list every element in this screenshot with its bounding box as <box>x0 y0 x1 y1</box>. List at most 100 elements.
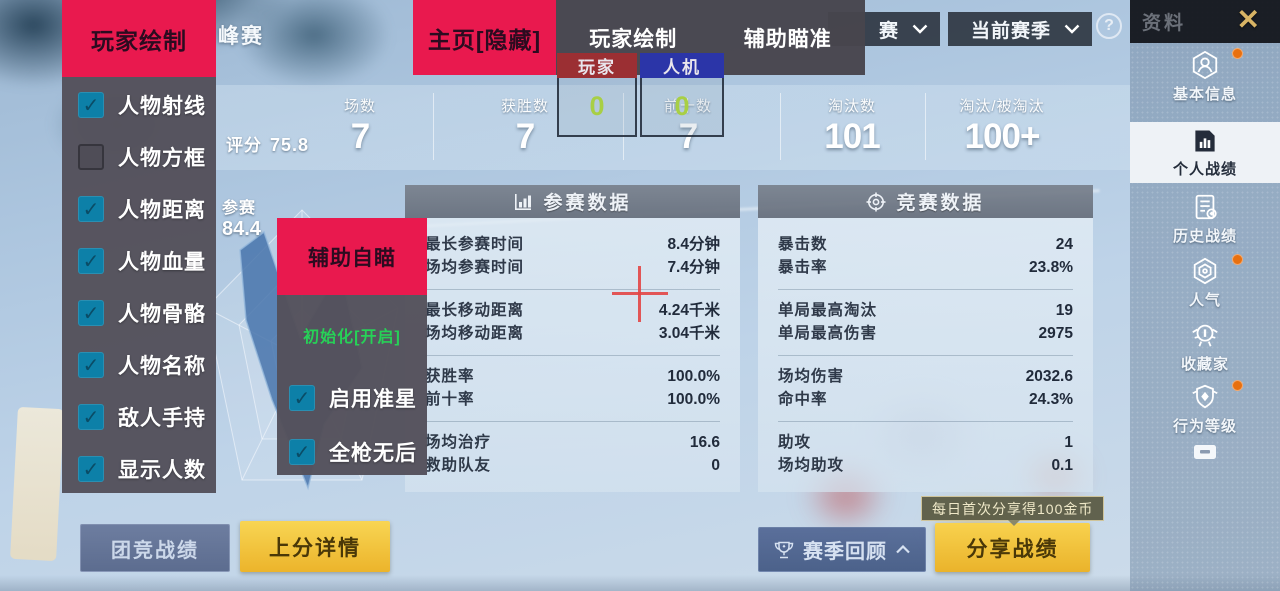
notification-dot <box>1232 48 1243 59</box>
esp-option-label: 敌人手持 <box>118 407 206 430</box>
team-results-button[interactable]: 团竞战绩 <box>80 524 230 572</box>
stat-kd: 淘汰/被淘汰 100+ <box>959 98 1045 156</box>
checkbox[interactable] <box>289 385 315 411</box>
bot-counter-box[interactable]: 人机 0 <box>640 53 724 137</box>
season-dropdown-value: 当前赛季 <box>970 20 1051 42</box>
close-icon[interactable]: ✕ <box>1236 5 1260 36</box>
competition-data-panel: 竞赛数据 暴击数 24 暴击率 23.8% 单局最高淘汰 19 单局最高伤害 2975 … <box>758 185 1093 492</box>
radar-axis-value: 84.4 <box>222 218 261 240</box>
esp-panel-title[interactable]: 玩家绘制 <box>62 0 216 77</box>
sidebar-card-icon-item[interactable] <box>1130 444 1280 461</box>
season-review-button[interactable]: 赛季回顾 <box>758 527 926 572</box>
divider <box>623 93 624 160</box>
esp-option-name[interactable]: 人物名称 <box>62 339 216 391</box>
checkbox[interactable] <box>78 144 104 170</box>
conduct-badge-icon <box>1189 382 1221 412</box>
banner-flag-decor <box>10 406 64 562</box>
chevron-up-icon <box>895 545 911 554</box>
stat-group: 单局最高淘汰 19 单局最高伤害 2975 <box>778 289 1073 355</box>
share-results-button[interactable]: 分享战绩 <box>935 523 1090 572</box>
aim-option-label: 全枪无后 <box>329 442 417 465</box>
score: 评分 75.8 <box>226 131 309 156</box>
stat-row: 单局最高淘汰 19 <box>778 302 1073 319</box>
esp-option-label: 显示人数 <box>118 459 206 482</box>
divider <box>925 93 926 160</box>
bar-chart-icon <box>515 193 532 210</box>
esp-option-ray[interactable]: 人物射线 <box>62 79 216 131</box>
notification-dot <box>1232 380 1243 391</box>
stat-row: 场均助攻 0.1 <box>778 457 1073 474</box>
checkbox[interactable] <box>289 439 315 465</box>
aim-init-status[interactable]: 初始化[开启] <box>303 329 401 346</box>
esp-option-label: 人物骨骼 <box>118 303 206 326</box>
checkbox[interactable] <box>78 352 104 378</box>
help-icon: ? <box>1104 17 1114 34</box>
aim-option-no-recoil[interactable]: 全枪无后 <box>289 439 417 465</box>
season-dropdown[interactable]: 当前赛季 <box>948 12 1092 46</box>
sidebar-item-conduct-level[interactable]: 行为等级 <box>1130 380 1280 436</box>
share-reward-tooltip: 每日首次分享得100金币 <box>921 496 1105 526</box>
help-button[interactable]: ? <box>1096 13 1122 39</box>
esp-option-label: 人物血量 <box>118 251 206 274</box>
esp-option-label: 人物射线 <box>118 95 206 118</box>
checkbox[interactable] <box>78 92 104 118</box>
profile-hexagon-icon <box>1190 50 1220 80</box>
stat-row: 场均治疗 16.6 <box>425 434 720 451</box>
stat-row: 获胜率 100.0% <box>425 368 720 385</box>
crosshair-icon <box>638 266 641 322</box>
cheat-tab-aim-assist[interactable]: 辅助瞄准 <box>743 27 832 51</box>
stat-group: 最长参赛时间 8.4分钟 场均参赛时间 7.4分钟 <box>425 224 720 289</box>
stat-row: 最长移动距离 4.24千米 <box>425 302 720 319</box>
page-title: 峰赛 <box>218 25 264 48</box>
checkbox[interactable] <box>78 456 104 482</box>
stat-matches: 场数 7 <box>343 98 376 156</box>
sidebar-item-history-stats[interactable]: 历史战绩 <box>1130 192 1280 246</box>
bot-counter-value: 0 <box>674 90 690 121</box>
esp-option-weapon[interactable]: 敌人手持 <box>62 391 216 443</box>
checkbox[interactable] <box>78 404 104 430</box>
stat-row: 单局最高伤害 2975 <box>778 325 1073 342</box>
stat-row: 暴击率 23.8% <box>778 259 1073 276</box>
panel-header: 竞赛数据 <box>758 185 1093 218</box>
cheat-home-hide-button[interactable]: 主页[隐藏] <box>413 0 556 75</box>
sidebar-item-label: 历史战绩 <box>1172 228 1237 245</box>
sidebar-item-label: 收藏家 <box>1180 356 1229 373</box>
esp-option-health[interactable]: 人物血量 <box>62 235 216 287</box>
esp-option-distance[interactable]: 人物距离 <box>62 183 216 235</box>
participation-data-panel: 参赛数据 最长参赛时间 8.4分钟 场均参赛时间 7.4分钟 最长移动距离 4.24千… <box>405 185 740 492</box>
sidebar-header: 资料 ✕ <box>1130 0 1280 43</box>
aim-panel-title[interactable]: 辅助自瞄 <box>277 218 427 295</box>
esp-option-player-count[interactable]: 显示人数 <box>62 443 216 495</box>
player-counter-box[interactable]: 玩家 0 <box>557 53 637 137</box>
stat-row: 场均参赛时间 7.4分钟 <box>425 259 720 276</box>
stat-row: 命中率 24.3% <box>778 391 1073 408</box>
sidebar-item-collector[interactable]: 收藏家 <box>1130 320 1280 374</box>
rank-details-button[interactable]: 上分详情 <box>240 521 390 572</box>
stat-wins: 获胜数 7 <box>500 98 549 156</box>
sidebar-item-personal-stats[interactable]: 个人战绩 <box>1130 122 1280 183</box>
cheat-tab-player-draw[interactable]: 玩家绘制 <box>589 27 678 51</box>
esp-option-box[interactable]: 人物方框 <box>62 131 216 183</box>
profile-sidebar: 资料 ✕ 基本信息 个人战绩 历史战绩 <box>1130 0 1280 591</box>
radar-axis-label: 参赛 <box>222 200 257 217</box>
checkbox[interactable] <box>78 196 104 222</box>
stat-row: 场均移动距离 3.04千米 <box>425 325 720 342</box>
sidebar-item-label: 个人战绩 <box>1172 160 1237 178</box>
player-counter-value: 0 <box>589 90 605 121</box>
aim-option-crosshair[interactable]: 启用准星 <box>289 385 417 411</box>
bot-counter-header: 人机 <box>640 53 724 78</box>
popularity-flower-icon <box>1190 256 1220 286</box>
stat-group: 最长移动距离 4.24千米 场均移动距离 3.04千米 <box>425 289 720 355</box>
stat-group: 场均伤害 2032.6 命中率 24.3% <box>778 355 1073 421</box>
sidebar-item-popularity[interactable]: 人气 <box>1130 254 1280 310</box>
checkbox[interactable] <box>78 300 104 326</box>
panel-title: 竞赛数据 <box>896 193 985 214</box>
stat-row: 最长参赛时间 8.4分钟 <box>425 236 720 253</box>
sidebar-item-basic-info[interactable]: 基本信息 <box>1130 48 1280 104</box>
mode-dropdown-value: 赛 <box>878 20 899 42</box>
sidebar-title: 资料 <box>1142 13 1187 34</box>
esp-option-label: 人物方框 <box>118 147 206 170</box>
checkbox[interactable] <box>78 248 104 274</box>
esp-option-skeleton[interactable]: 人物骨骼 <box>62 287 216 339</box>
